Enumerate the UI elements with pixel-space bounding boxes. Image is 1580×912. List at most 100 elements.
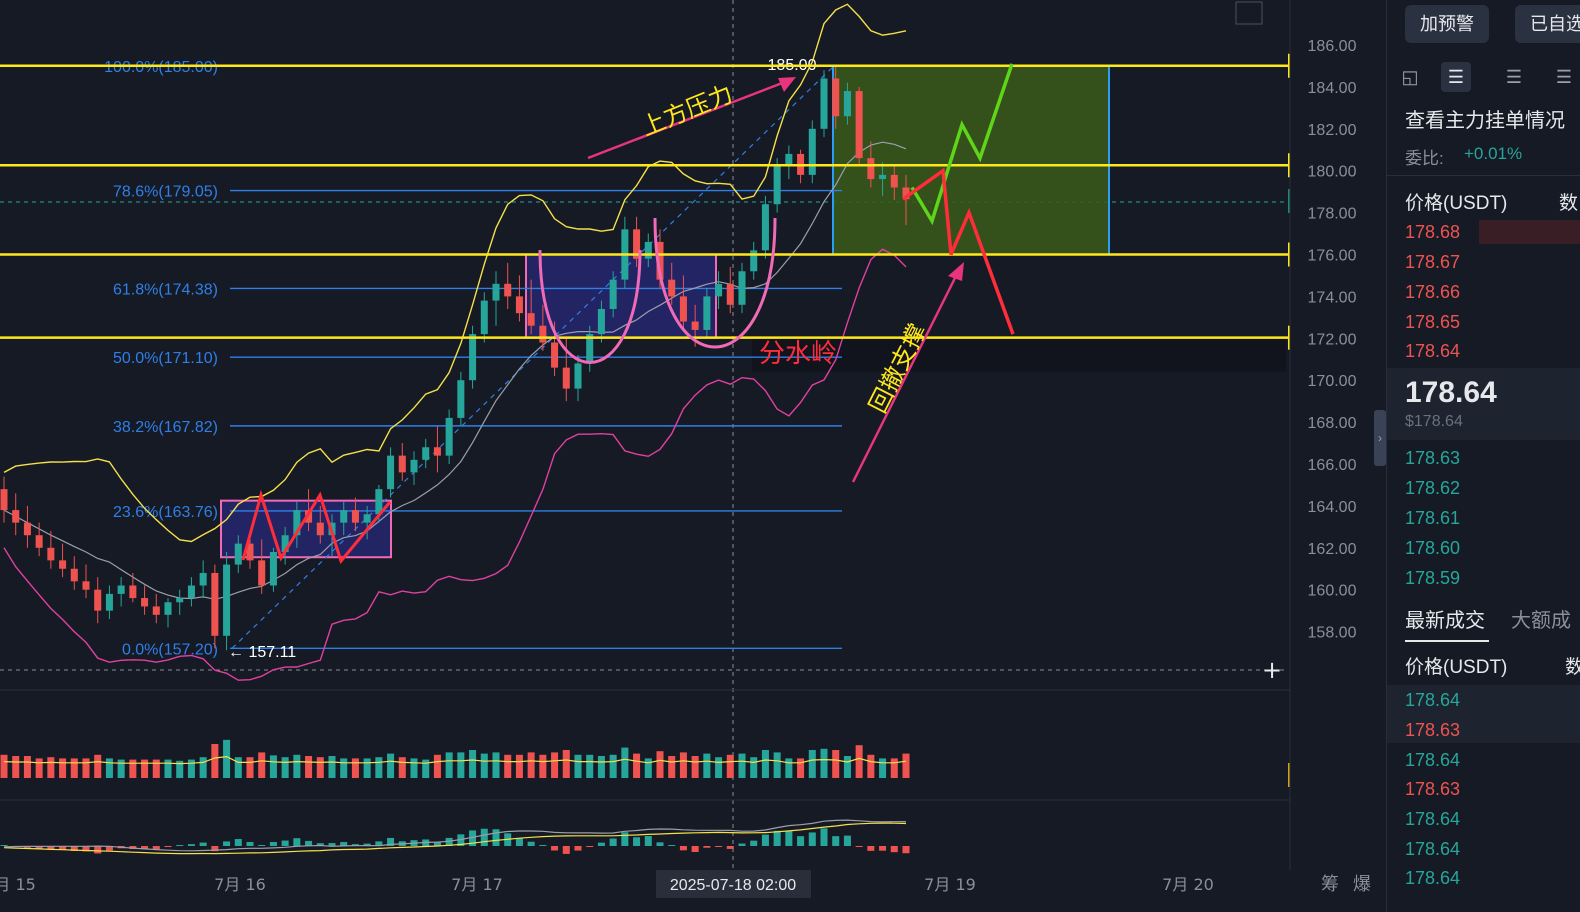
fib-level-label: 23.6%(163.76) bbox=[113, 504, 218, 521]
price-tick-label: 168.00 bbox=[1308, 415, 1357, 432]
volume-bar bbox=[387, 753, 395, 778]
candle-body bbox=[761, 204, 769, 251]
candle-body bbox=[539, 325, 547, 343]
fib-level-label: 50.0%(171.10) bbox=[113, 350, 218, 367]
time-tick-label: 7月 17 bbox=[451, 875, 503, 894]
candle-body bbox=[234, 543, 242, 565]
trade-price: 178.63 bbox=[1405, 720, 1461, 740]
bid-price[interactable]: 178.60 bbox=[1405, 538, 1461, 558]
candle-body bbox=[457, 380, 465, 418]
chips-icon: 筹 bbox=[1321, 874, 1339, 895]
macd-dif-line bbox=[3, 822, 907, 855]
orderbook-bids-icon[interactable]: ☰ bbox=[1505, 67, 1523, 87]
qty-header: 数 bbox=[1559, 193, 1579, 214]
cup-shape-left bbox=[538, 249, 642, 364]
range-zigzag bbox=[241, 489, 392, 565]
time-tick-label: 7月 20 bbox=[1162, 875, 1214, 894]
volume-bar bbox=[855, 745, 863, 778]
volume-bar bbox=[316, 757, 324, 778]
candle-body bbox=[269, 551, 277, 586]
macd-histogram-bar bbox=[387, 837, 395, 846]
volume-bar bbox=[738, 753, 746, 778]
price-tick-label: 162.00 bbox=[1308, 541, 1357, 558]
volume-bar bbox=[117, 759, 125, 778]
macd-histogram-bar bbox=[47, 846, 55, 850]
volume-bar bbox=[35, 758, 43, 778]
candle-body bbox=[644, 241, 652, 259]
price-tick-label: 182.00 bbox=[1308, 122, 1357, 139]
ask-price[interactable]: 178.65 bbox=[1405, 312, 1461, 332]
volume-bar bbox=[152, 759, 160, 778]
volume-bar bbox=[808, 750, 816, 778]
candle-body bbox=[586, 334, 594, 364]
volume-bar bbox=[141, 759, 149, 778]
bearish-projection bbox=[901, 167, 1015, 335]
candle-body bbox=[820, 78, 828, 129]
price-tick-label: 186.00 bbox=[1308, 38, 1357, 55]
volume-bar bbox=[504, 754, 512, 778]
price-tick-label: 174.00 bbox=[1308, 289, 1357, 306]
ask-price[interactable]: 178.67 bbox=[1405, 252, 1461, 272]
candle-body bbox=[574, 363, 582, 389]
candle-body bbox=[59, 560, 67, 569]
volume-bar bbox=[59, 758, 67, 778]
volume-bar bbox=[597, 756, 605, 778]
candle-body bbox=[141, 598, 149, 607]
macd-histogram-bar bbox=[82, 846, 90, 852]
volume-bar bbox=[574, 754, 582, 778]
fib-level-label: 100.0%(185.00) bbox=[104, 59, 218, 76]
macd-histogram-bar bbox=[879, 846, 887, 851]
volume-bar bbox=[363, 758, 371, 778]
volume-bar bbox=[480, 753, 488, 778]
bid-price[interactable]: 178.59 bbox=[1405, 568, 1461, 588]
ask-depth-bar bbox=[1479, 220, 1580, 244]
volume-bar bbox=[422, 759, 430, 778]
macd-histogram-bar bbox=[703, 846, 711, 848]
depth-icon[interactable]: ◱ bbox=[1401, 67, 1419, 87]
liquidation-icon: 爆 bbox=[1353, 874, 1371, 895]
price-header: 价格(USDT) bbox=[1405, 193, 1508, 214]
macd-histogram-bar bbox=[328, 843, 336, 846]
ask-price[interactable]: 178.68 bbox=[1405, 222, 1461, 242]
candle-body bbox=[422, 447, 430, 460]
macd-histogram-bar bbox=[234, 839, 242, 846]
trade-price: 178.64 bbox=[1405, 750, 1461, 770]
bid-price[interactable]: 178.63 bbox=[1405, 448, 1461, 468]
candle-body bbox=[504, 283, 512, 297]
volume-bar bbox=[703, 753, 711, 778]
macd-histogram-bar bbox=[691, 846, 699, 852]
trade-price: 178.64 bbox=[1405, 868, 1461, 888]
tab-latest-trades[interactable]: 最新成交 bbox=[1405, 610, 1485, 632]
volume-bar bbox=[586, 754, 594, 778]
candle-body bbox=[551, 342, 559, 368]
tab-large-trades[interactable]: 大额成 bbox=[1511, 610, 1571, 632]
macd-histogram-bar bbox=[843, 835, 851, 846]
candlestick-chart[interactable]: 100.0%(185.00) 78.6%(179.05) 61.8%(174.38)… bbox=[0, 0, 1385, 912]
volume-bar bbox=[47, 757, 55, 778]
watchlist-button[interactable]: 已自选 bbox=[1515, 5, 1580, 43]
fib-level-label: 0.0%(157.20) bbox=[122, 641, 218, 658]
volume-bar bbox=[469, 750, 477, 778]
orderbook-asks-icon[interactable]: ☰ bbox=[1555, 67, 1573, 87]
add-alert-button[interactable]: 加预警 bbox=[1405, 5, 1489, 43]
volume-bar bbox=[551, 752, 559, 778]
collapse-panel-handle[interactable]: › bbox=[1374, 410, 1386, 466]
orderbook-both-icon[interactable]: ☰ bbox=[1441, 62, 1471, 92]
orderbook-title[interactable]: 查看主力挂单情况 bbox=[1405, 110, 1565, 132]
volume-bar bbox=[902, 753, 910, 778]
macd-histogram-bar bbox=[586, 846, 594, 847]
volume-bar bbox=[867, 754, 875, 778]
candle-body bbox=[305, 510, 313, 523]
volume-bar bbox=[691, 756, 699, 778]
volume-bar bbox=[105, 758, 113, 778]
bid-price[interactable]: 178.62 bbox=[1405, 478, 1461, 498]
trade-price: 178.63 bbox=[1405, 779, 1461, 799]
ask-price[interactable]: 178.66 bbox=[1405, 282, 1461, 302]
bid-price[interactable]: 178.61 bbox=[1405, 508, 1461, 528]
ask-price[interactable]: 178.64 bbox=[1405, 341, 1461, 361]
last-price[interactable]: 178.64 bbox=[1405, 376, 1497, 409]
candle-body bbox=[750, 250, 758, 272]
candle-body bbox=[668, 279, 676, 297]
candle-body bbox=[867, 158, 875, 180]
candle-body bbox=[164, 602, 172, 615]
